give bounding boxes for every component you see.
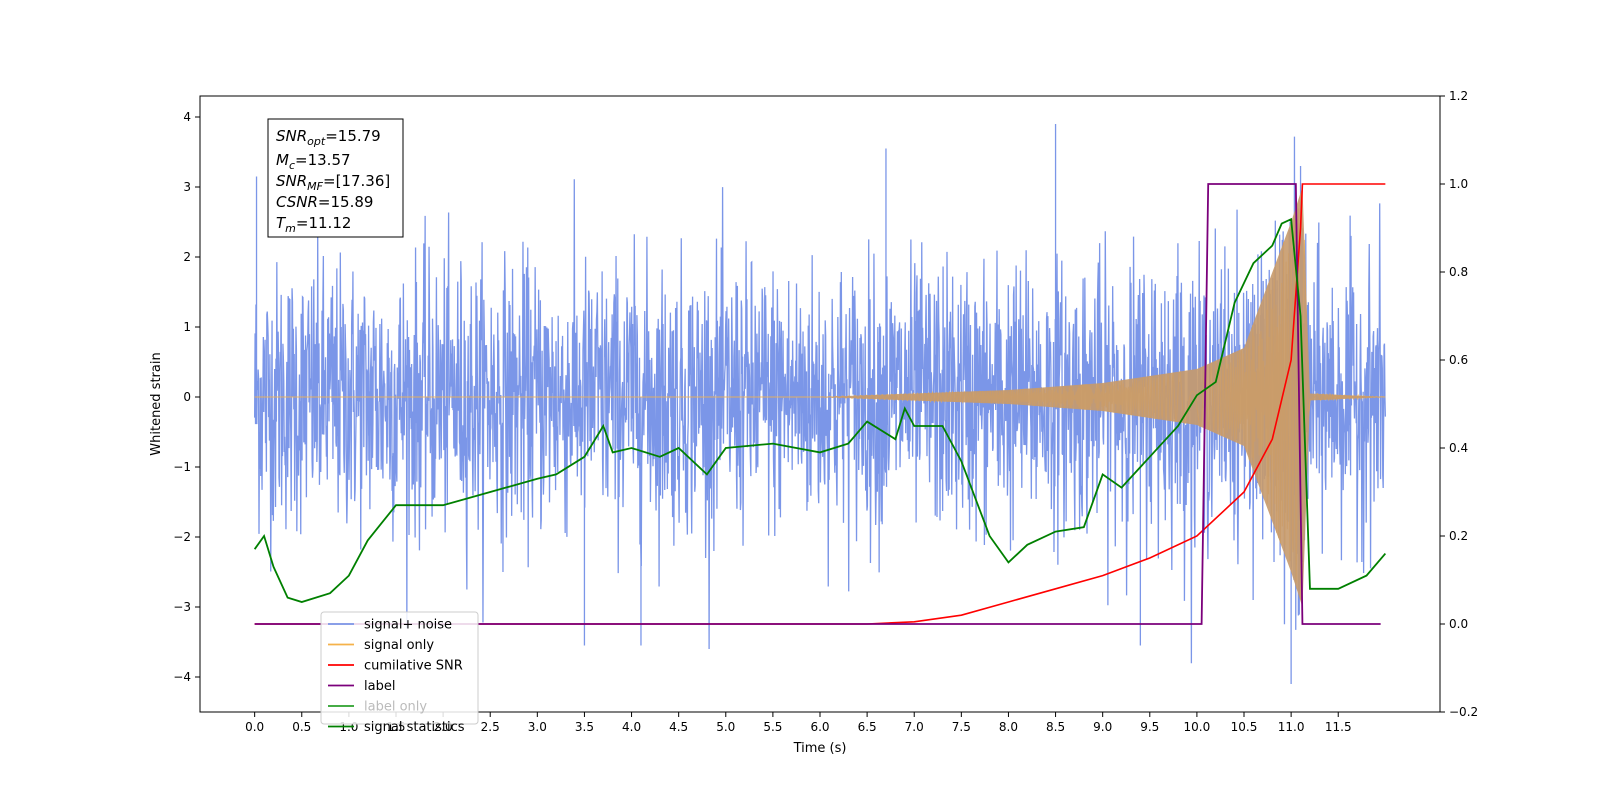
legend-label: signal statistics: [364, 720, 465, 735]
series-signal-only-envelope: [254, 187, 1386, 607]
y-right-tick-label: 1.2: [1449, 89, 1468, 103]
x-axis: 0.0 0.5 1.0 1.5 2.0 2.5 3.0 3.5 4.0 4.5 5.0 5.5 6.0 6…: [245, 712, 1352, 734]
y-left-tick-label: 1: [183, 320, 191, 334]
x-tick-label: 7.0: [905, 720, 924, 734]
x-tick-label: 0.5: [292, 720, 311, 734]
x-tick-label: 7.5: [952, 720, 971, 734]
x-tick-label: 9.5: [1140, 720, 1159, 734]
x-tick-label: 11.0: [1278, 720, 1305, 734]
annotation-line: SNRMF=[17.36]: [276, 172, 390, 193]
y-left-tick-label: −4: [173, 670, 191, 684]
x-tick-label: 10.0: [1184, 720, 1211, 734]
legend-label: signal+ noise: [364, 618, 452, 633]
x-tick-label: 10.5: [1231, 720, 1258, 734]
legend-label: signal only: [364, 638, 434, 653]
annotation-line: Mc=13.57: [276, 151, 351, 172]
x-tick-label: 0.0: [245, 720, 264, 734]
x-tick-label: 5.0: [716, 720, 735, 734]
y-left-tick-label: −3: [173, 600, 191, 614]
annotation-line: CSNR=15.89: [276, 193, 373, 211]
y-left-tick-label: 3: [183, 180, 191, 194]
y-right-tick-label: 0.8: [1449, 265, 1468, 279]
x-tick-label: 9.0: [1093, 720, 1112, 734]
y-axis-right: −0.2 0.0 0.2 0.4 0.6 0.8 1.0 1.2: [1440, 89, 1478, 719]
y-right-tick-label: 0.6: [1449, 353, 1468, 367]
x-tick-label: 8.0: [999, 720, 1018, 734]
legend-frame: [320, 611, 479, 725]
y-right-tick-label: 0.0: [1449, 617, 1468, 631]
y-axis-left: −4 −3 −2 −1 0 1 2 3 4: [173, 110, 200, 684]
y-left-tick-label: 2: [183, 250, 191, 264]
series-label: [254, 183, 1381, 625]
x-tick-label: 2.5: [481, 720, 500, 734]
x-tick-label: 6.5: [858, 720, 877, 734]
x-axis-label: Time (s): [793, 741, 847, 756]
annotation-line: Tm=11.12: [276, 214, 351, 235]
y-right-tick-label: −0.2: [1449, 705, 1478, 719]
x-tick-label: 4.0: [622, 720, 641, 734]
y-left-tick-label: −1: [173, 460, 191, 474]
legend-label: cumilative SNR: [364, 659, 463, 674]
annotation-frame: [267, 118, 404, 238]
y-right-tick-label: 1.0: [1449, 177, 1468, 191]
x-tick-label: 11.5: [1325, 720, 1352, 734]
y-right-tick-label: 0.4: [1449, 441, 1468, 455]
annotation-line: SNRopt=15.79: [276, 127, 381, 148]
x-tick-label: 3.5: [575, 720, 594, 734]
y-left-tick-label: 0: [183, 390, 191, 404]
legend-label: label only: [364, 700, 427, 715]
x-tick-label: 3.0: [528, 720, 547, 734]
x-tick-label: 5.5: [763, 720, 782, 734]
y-right-tick-label: 0.2: [1449, 529, 1468, 543]
y-left-tick-label: 4: [183, 110, 191, 124]
x-tick-label: 4.5: [669, 720, 688, 734]
legend-label: label: [364, 679, 395, 694]
legend: signal+ noise signal only cumilative SNR la…: [320, 611, 479, 735]
series-signal-statistics: [253, 217, 1387, 603]
annotation-box: SNRopt=15.79 Mc=13.57SNRMF=[17.36]CSNR=15…: [267, 118, 404, 238]
y-axis-label: Whitened strain: [149, 352, 164, 455]
series-layer: [253, 124, 1387, 684]
x-tick-label: 6.0: [810, 720, 829, 734]
x-tick-label: 8.5: [1046, 720, 1065, 734]
y-left-tick-label: −2: [173, 530, 191, 544]
